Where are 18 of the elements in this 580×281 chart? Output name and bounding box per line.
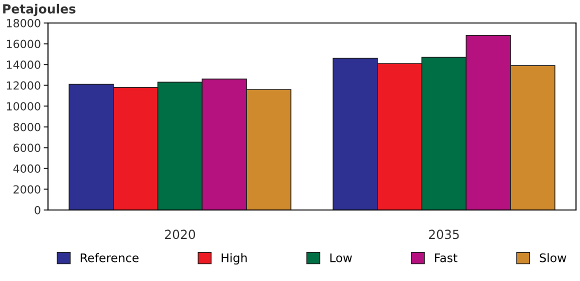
x-tick-label: 2020 bbox=[165, 230, 196, 240]
y-tick-label: 6000 bbox=[14, 144, 40, 152]
y-tick-label: 12000 bbox=[6, 81, 40, 90]
legend-label: Slow bbox=[540, 253, 566, 262]
legend-label: Low bbox=[330, 253, 352, 262]
x-tick-label: 2035 bbox=[429, 230, 459, 240]
y-tick-label: 4000 bbox=[13, 164, 40, 173]
y-tick-label: 2000 bbox=[14, 185, 40, 194]
y-tick-label: 18000 bbox=[6, 18, 40, 28]
y-tick-label: 14000 bbox=[6, 60, 40, 69]
legend-label: Reference bbox=[80, 253, 139, 262]
legend-label: High bbox=[222, 253, 247, 265]
y-tick-label: 0 bbox=[34, 206, 40, 214]
y-tick-label: 10000 bbox=[6, 102, 40, 110]
y-tick-label: 8000 bbox=[14, 122, 40, 132]
legend-label: Fast bbox=[435, 253, 458, 262]
y-tick-label: 16000 bbox=[6, 40, 40, 48]
y-axis-title: Petajoules bbox=[3, 4, 76, 16]
